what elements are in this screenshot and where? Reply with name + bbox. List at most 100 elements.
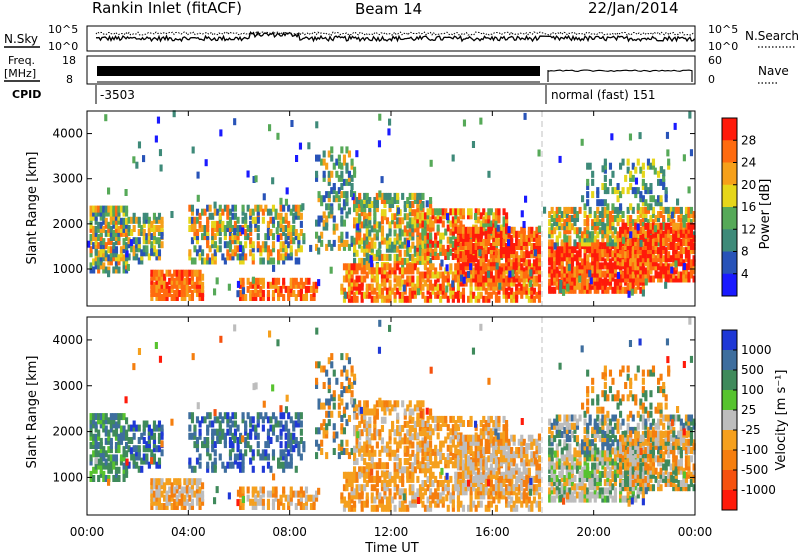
velocity-cell — [330, 353, 334, 361]
velocity-cell — [456, 496, 461, 504]
power-cell — [527, 287, 531, 295]
velocity-cell — [464, 484, 468, 492]
power-cell — [117, 209, 121, 217]
power-cell — [619, 271, 623, 279]
power-cell — [659, 195, 663, 203]
power-cell — [479, 230, 483, 238]
velocity-cell — [527, 496, 531, 504]
power-cell — [244, 220, 248, 228]
power-cell — [522, 226, 526, 234]
power-cell — [679, 243, 683, 250]
power-cell — [535, 259, 539, 267]
power-cell — [451, 154, 455, 162]
velocity-cell — [188, 412, 192, 420]
velocity-cell — [418, 492, 423, 500]
power-cell — [423, 232, 428, 240]
power-cell — [282, 253, 286, 261]
power-cell — [662, 271, 666, 279]
power-cell — [639, 275, 643, 283]
power-cell — [190, 290, 195, 297]
velocity-cell — [264, 449, 268, 457]
power-cell — [520, 291, 524, 299]
power-cell — [565, 211, 569, 218]
velocity-cell — [375, 408, 379, 416]
power-cell — [99, 242, 103, 250]
velocity-cell — [393, 466, 397, 474]
power-cell — [659, 203, 663, 211]
velocity-cell — [431, 496, 435, 504]
velocity-cell — [137, 449, 141, 457]
power-cell — [616, 278, 620, 286]
velocity-cell — [416, 453, 420, 460]
power-cell — [563, 270, 567, 278]
power-cell — [596, 254, 600, 262]
velocity-cell — [434, 475, 438, 483]
power-cell — [109, 234, 113, 241]
power-cell — [289, 225, 293, 232]
power-cell — [198, 281, 202, 289]
power-cell — [325, 243, 329, 251]
velocity-cell — [140, 465, 144, 473]
power-cell — [629, 183, 633, 190]
velocity-cell — [102, 446, 106, 454]
velocity-cell — [185, 490, 189, 498]
velocity-cell — [150, 490, 154, 498]
velocity-cell — [363, 400, 367, 408]
velocity-cell — [135, 424, 139, 432]
power-cell — [507, 234, 511, 242]
velocity-cell — [439, 480, 443, 487]
power-cell — [360, 267, 364, 275]
velocity-cell — [183, 494, 187, 502]
power-cell — [327, 239, 331, 247]
velocity-cell — [99, 462, 103, 470]
power-cell — [436, 216, 440, 224]
power-cell — [239, 229, 243, 236]
power-cell — [233, 237, 238, 245]
power-cell — [99, 262, 103, 270]
velocity-cell — [228, 428, 233, 436]
power-cell — [507, 263, 511, 271]
power-cell — [682, 226, 686, 234]
velocity-cell — [163, 482, 167, 490]
power-cell — [629, 251, 633, 259]
power-cell — [201, 208, 205, 216]
power-cell — [206, 233, 210, 241]
power-cell — [624, 226, 628, 234]
power-cell — [479, 234, 483, 242]
velocity-cell — [216, 432, 220, 440]
power-cell — [563, 242, 567, 250]
power-cell — [451, 295, 455, 303]
power-cell — [421, 232, 425, 240]
velocity-cell — [353, 445, 357, 453]
power-cell — [396, 253, 400, 261]
power-cell — [363, 192, 367, 200]
power-cell — [570, 278, 575, 286]
power-cell — [535, 247, 539, 255]
velocity-cell — [411, 484, 415, 492]
velocity-cell — [363, 500, 367, 508]
power-cell — [563, 231, 567, 239]
velocity-cell — [282, 453, 286, 461]
velocity-cell — [259, 486, 263, 494]
velocity-cell — [411, 462, 415, 470]
velocity-cell — [160, 449, 164, 457]
power-cell — [408, 209, 412, 217]
power-cell — [157, 249, 162, 257]
velocity-cell — [383, 462, 387, 470]
power-cell — [147, 253, 151, 261]
power-cell — [411, 221, 415, 229]
power-cell — [274, 285, 278, 293]
power-cell — [515, 271, 519, 279]
power-cell — [636, 203, 640, 211]
power-cell — [641, 183, 645, 190]
velocity-cell — [398, 462, 402, 470]
velocity-cell — [489, 492, 493, 500]
power-cell — [368, 197, 372, 204]
power-cell — [502, 216, 506, 224]
power-cell — [429, 208, 433, 216]
velocity-cell — [469, 496, 473, 504]
power-cell — [487, 230, 491, 238]
power-cell — [152, 229, 157, 236]
power-cell — [611, 203, 615, 211]
power-cell — [241, 227, 245, 235]
